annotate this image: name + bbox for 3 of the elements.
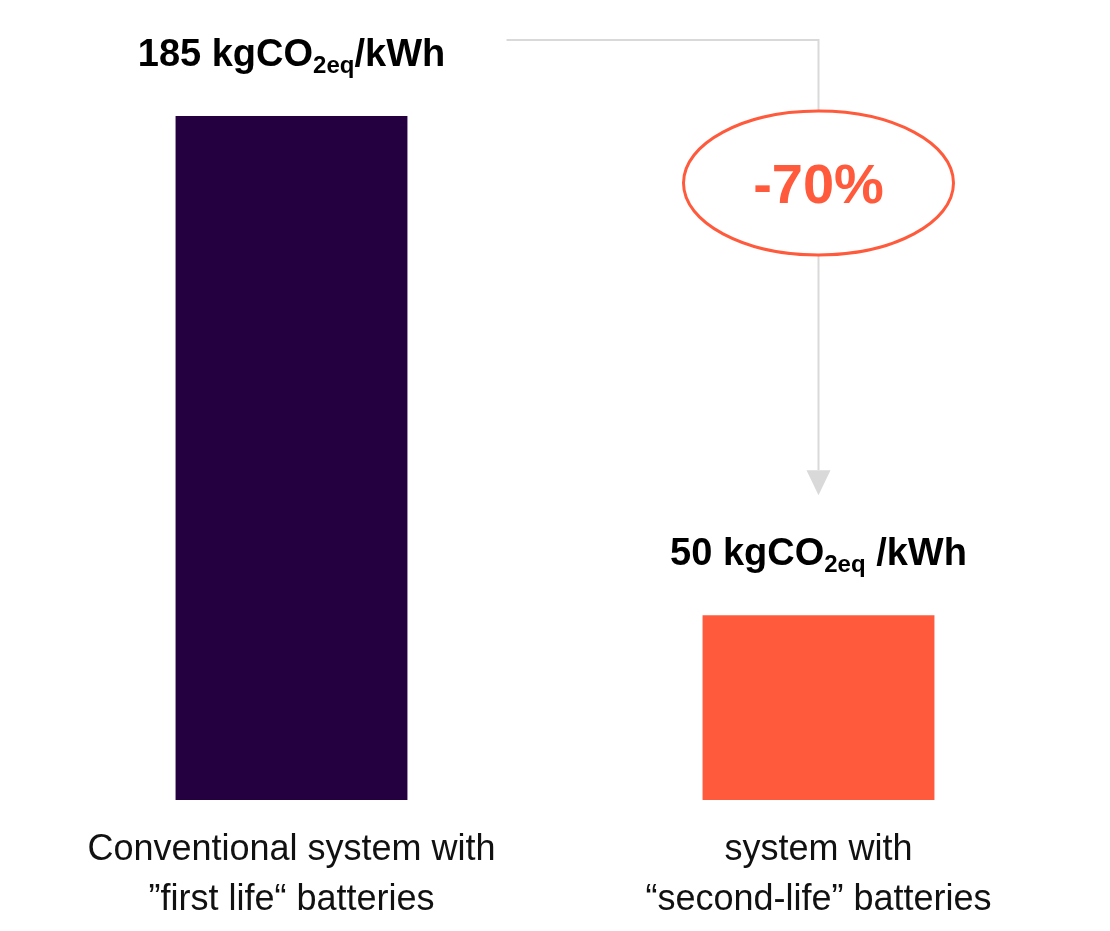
x-tick-label: system with “second-life” batteries [645,826,992,918]
x-tick-label: Conventional system with ”first life“ batteries [87,826,496,918]
annotation: -70% [753,151,884,215]
